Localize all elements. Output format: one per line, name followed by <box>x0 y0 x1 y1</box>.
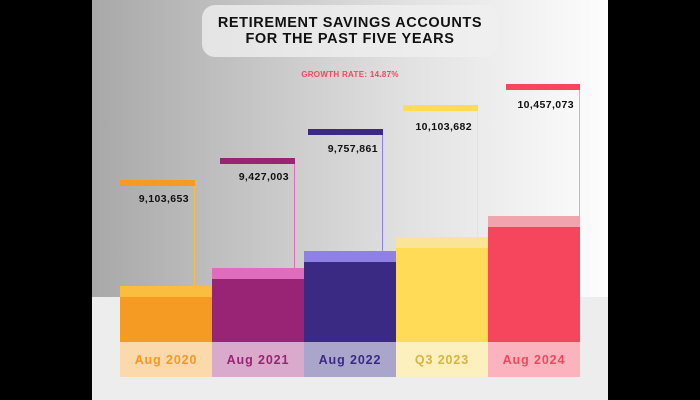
chart-title-line-1: RETIREMENT SAVINGS ACCOUNTS <box>217 15 483 31</box>
value-cap-aug-2020 <box>120 180 195 186</box>
title-box: RETIREMENT SAVINGS ACCOUNTS FOR THE PAST… <box>202 5 498 57</box>
leader-line-aug-2020 <box>194 186 195 286</box>
bar-highlight <box>120 286 212 297</box>
chart-canvas: RETIREMENT SAVINGS ACCOUNTS FOR THE PAST… <box>92 0 608 400</box>
value-label-aug-2020: 9,103,653 <box>138 193 189 205</box>
category-label-aug-2020: Aug 2020 <box>120 342 212 377</box>
value-label-aug-2024: 10,457,073 <box>517 99 574 111</box>
bar-aug-2022[interactable] <box>304 251 396 342</box>
bar-q3-2023[interactable] <box>396 237 488 342</box>
bar-aug-2021[interactable] <box>212 268 304 342</box>
value-label-q3-2023: 10,103,682 <box>415 121 472 133</box>
chart-title-line-2: FOR THE PAST FIVE YEARS <box>245 31 455 47</box>
value-cap-q3-2023 <box>403 105 478 111</box>
category-label-aug-2024: Aug 2024 <box>488 342 580 377</box>
bar-highlight <box>396 237 488 248</box>
leader-line-aug-2024 <box>579 90 580 216</box>
bar-aug-2024[interactable] <box>488 216 580 342</box>
value-cap-aug-2022 <box>308 129 383 135</box>
bar-highlight <box>304 251 396 262</box>
value-label-aug-2022: 9,757,861 <box>327 143 378 155</box>
leader-line-q3-2023 <box>477 111 478 237</box>
category-label-aug-2021: Aug 2021 <box>212 342 304 377</box>
bar-highlight <box>212 268 304 279</box>
leader-line-aug-2022 <box>382 135 383 251</box>
category-label-aug-2022: Aug 2022 <box>304 342 396 377</box>
bar-aug-2020[interactable] <box>120 286 212 342</box>
bar-highlight <box>488 216 580 227</box>
leader-line-aug-2021 <box>294 164 295 268</box>
value-label-aug-2021: 9,427,003 <box>238 171 289 183</box>
value-cap-aug-2021 <box>220 158 295 164</box>
category-label-q3-2023: Q3 2023 <box>396 342 488 377</box>
value-cap-aug-2024 <box>506 84 580 90</box>
growth-rate-label: GROWTH RATE: 14.87% <box>301 70 399 79</box>
